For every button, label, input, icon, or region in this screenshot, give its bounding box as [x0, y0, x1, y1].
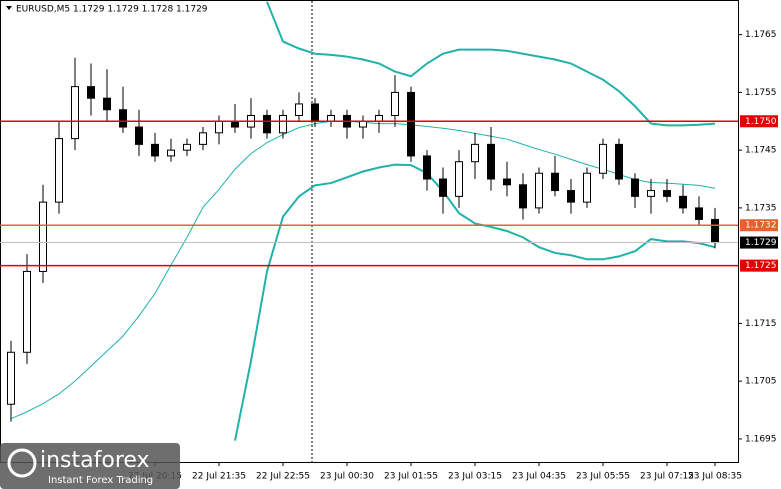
candle-body	[359, 120, 367, 128]
candle-body	[583, 172, 591, 203]
candle-body	[103, 97, 111, 111]
watermark-box	[0, 443, 180, 489]
chart-title: EURUSD,M5 1.1729 1.1729 1.1728 1.1729	[16, 5, 208, 15]
x-tick-label: 23 Jul 01:55	[384, 472, 438, 482]
x-tick-label: 23 Jul 04:35	[512, 472, 566, 482]
x-tick-label: 22 Jul 21:35	[192, 472, 246, 482]
candle-body	[183, 143, 191, 151]
y-tick-label: 1.1715	[745, 319, 777, 329]
x-tick-label: 23 Jul 07:15	[640, 472, 694, 482]
candle-body	[471, 143, 479, 163]
level-label: 1.1750	[745, 117, 777, 127]
y-tick-label: 1.1695	[745, 434, 777, 444]
candle-body	[135, 126, 143, 145]
candle-body	[567, 190, 575, 203]
last-price-label: 1.1729	[745, 238, 777, 248]
candle-body	[311, 103, 319, 122]
candle-body	[151, 143, 159, 157]
plot-frame	[0, 0, 739, 463]
level-label-box	[740, 115, 778, 128]
x-tick-label: 23 Jul 03:15	[448, 472, 502, 482]
candle-body	[423, 155, 431, 180]
x-tick-label: 23 Jul 05:55	[576, 472, 630, 482]
watermark-slogan: Instant Forex Trading	[48, 475, 153, 486]
y-tick-label: 1.1735	[745, 203, 777, 213]
candle-body	[199, 132, 207, 145]
candle-body	[519, 184, 527, 209]
level-label: 1.1732	[745, 221, 777, 231]
candle-body	[39, 201, 47, 272]
candle-body	[615, 143, 623, 180]
candle-body	[7, 351, 15, 405]
candle-body	[55, 138, 63, 203]
y-tick-label: 1.1755	[745, 88, 777, 98]
y-tick-label: 1.1765	[745, 30, 777, 40]
candle-body	[455, 161, 463, 197]
x-tick-label: 22 Jul 22:55	[256, 472, 310, 482]
candle-body	[167, 149, 175, 157]
candle-body	[391, 91, 399, 117]
candle-body	[679, 195, 687, 209]
candle-body	[599, 143, 607, 174]
candle-body	[551, 172, 559, 192]
watermark-logo	[7, 448, 37, 478]
candle-body	[375, 115, 383, 122]
level-label-box	[740, 219, 778, 232]
candle-body	[23, 270, 31, 353]
menu-arrow	[6, 6, 12, 10]
y-tick-label: 1.1705	[745, 377, 777, 387]
candle-body	[695, 207, 703, 220]
indicator-line	[234, 163, 716, 441]
candle-body	[295, 103, 303, 116]
candle-body	[663, 190, 671, 197]
candle-body	[263, 115, 271, 134]
candle-body	[231, 120, 239, 128]
watermark-brand: instaforex	[40, 448, 150, 473]
indicator-line	[266, 1, 716, 127]
candle-body	[535, 172, 543, 209]
x-tick-label: 23 Jul 00:30	[320, 472, 374, 482]
candle-body	[87, 86, 95, 99]
candle-body	[215, 120, 223, 134]
candle-body	[279, 115, 287, 134]
x-tick-label: 23 Jul 08:35	[688, 472, 742, 482]
candle-body	[631, 178, 639, 197]
candle-body	[711, 218, 719, 244]
plot-area	[7, 1, 719, 441]
candle-body	[487, 143, 495, 180]
candle-body	[439, 178, 447, 197]
candle-body	[327, 115, 335, 122]
candle-body	[407, 91, 415, 157]
last-price-box	[740, 236, 778, 249]
candle-body	[119, 109, 127, 128]
candle-body	[503, 178, 511, 186]
level-label-box	[740, 259, 778, 272]
candle-body	[71, 86, 79, 140]
y-tick-label: 1.1745	[745, 146, 777, 156]
level-label: 1.1725	[745, 261, 777, 271]
candle-body	[647, 190, 655, 197]
